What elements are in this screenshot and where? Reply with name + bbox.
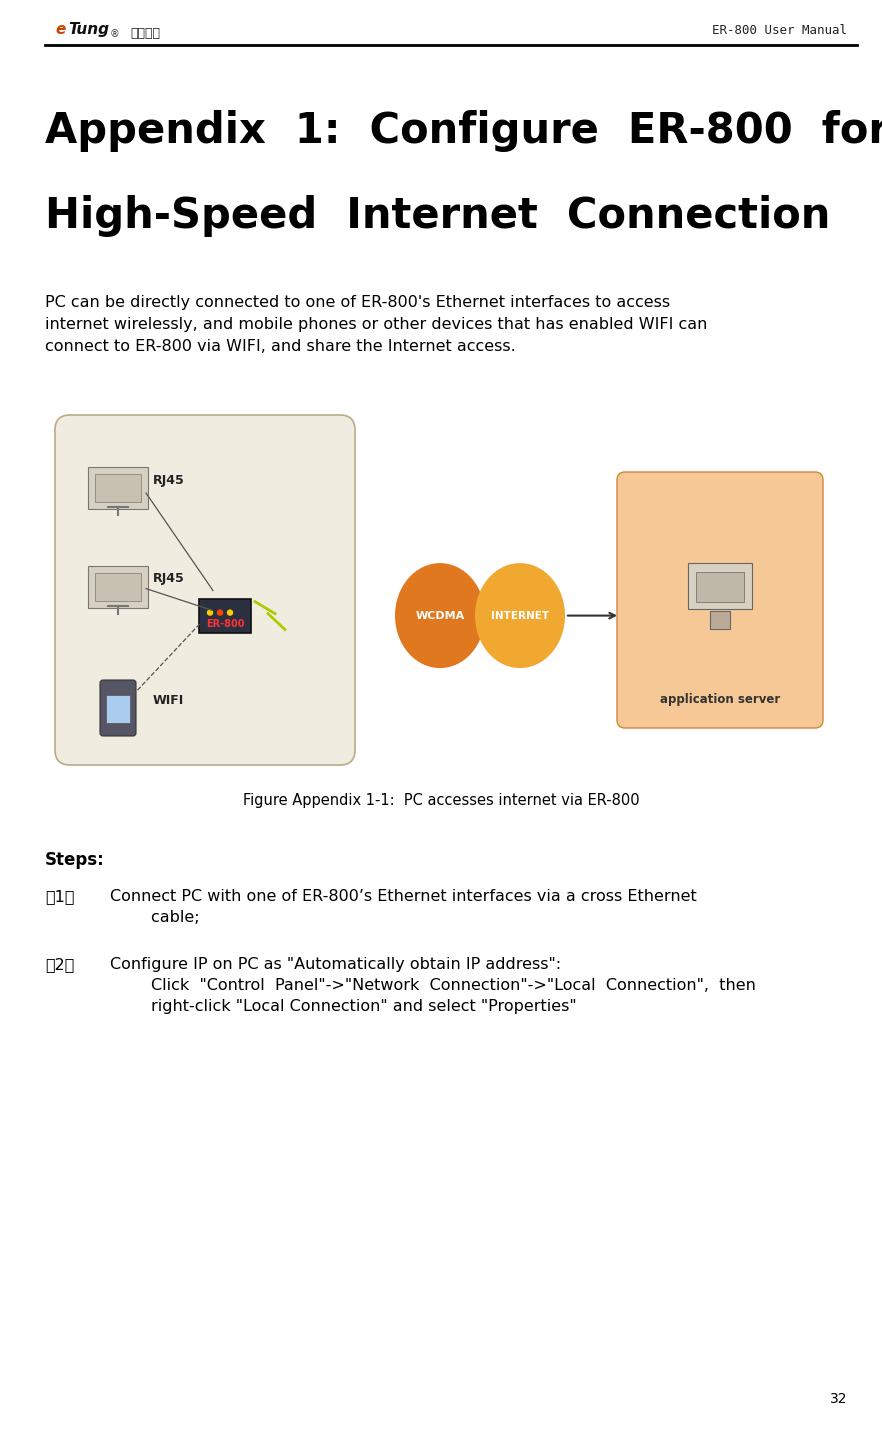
- Text: （1）: （1）: [45, 889, 74, 904]
- Ellipse shape: [475, 564, 565, 668]
- FancyBboxPatch shape: [617, 472, 823, 728]
- Text: Connect PC with one of ER-800’s Ethernet interfaces via a cross Ethernet
       : Connect PC with one of ER-800’s Ethernet…: [110, 889, 697, 924]
- Circle shape: [228, 610, 233, 615]
- Text: e: e: [55, 21, 65, 37]
- Text: 驿唐科技: 驿唐科技: [130, 27, 160, 40]
- Text: Figure Appendix 1-1:  PC accesses internet via ER-800: Figure Appendix 1-1: PC accesses interne…: [243, 793, 639, 809]
- FancyBboxPatch shape: [95, 474, 141, 502]
- FancyBboxPatch shape: [55, 415, 355, 766]
- Circle shape: [207, 610, 213, 615]
- Text: application server: application server: [660, 694, 780, 707]
- Text: Configure IP on PC as "Automatically obtain IP address":
        Click  "Control: Configure IP on PC as "Automatically obt…: [110, 957, 756, 1015]
- FancyBboxPatch shape: [710, 611, 730, 630]
- FancyBboxPatch shape: [95, 572, 141, 601]
- Text: WCDMA: WCDMA: [415, 611, 465, 621]
- FancyBboxPatch shape: [100, 680, 136, 736]
- Text: ER-800 User Manual: ER-800 User Manual: [712, 24, 847, 37]
- FancyBboxPatch shape: [199, 598, 251, 633]
- Text: Appendix  1:  Configure  ER-800  for: Appendix 1: Configure ER-800 for: [45, 110, 882, 152]
- FancyBboxPatch shape: [88, 467, 148, 509]
- Text: （2）: （2）: [45, 957, 74, 972]
- FancyBboxPatch shape: [696, 572, 744, 602]
- Text: RJ45: RJ45: [153, 572, 184, 585]
- FancyBboxPatch shape: [688, 562, 752, 610]
- Text: High-Speed  Internet  Connection: High-Speed Internet Connection: [45, 195, 830, 238]
- Text: ®: ®: [110, 29, 120, 39]
- Text: ER-800: ER-800: [206, 618, 244, 628]
- Ellipse shape: [395, 564, 485, 668]
- Text: RJ45: RJ45: [153, 474, 184, 487]
- FancyBboxPatch shape: [106, 695, 130, 723]
- Text: Tung: Tung: [68, 21, 109, 37]
- Text: INTERNET: INTERNET: [491, 611, 549, 621]
- Text: Steps:: Steps:: [45, 851, 105, 869]
- Circle shape: [218, 610, 222, 615]
- Text: PC can be directly connected to one of ER-800's Ethernet interfaces to access
in: PC can be directly connected to one of E…: [45, 295, 707, 355]
- Text: 32: 32: [829, 1392, 847, 1407]
- FancyBboxPatch shape: [88, 565, 148, 608]
- Text: WIFI: WIFI: [153, 694, 184, 707]
